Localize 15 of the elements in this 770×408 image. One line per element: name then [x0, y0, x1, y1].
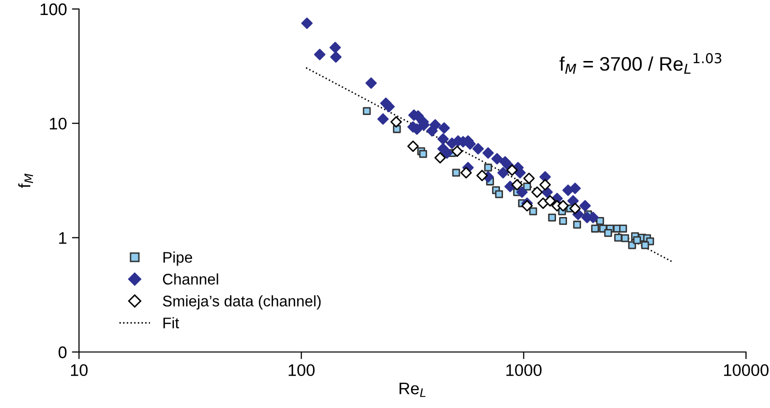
- y-axis-title: f$_{M}$: [18, 174, 34, 188]
- legend-label: Fit: [163, 317, 180, 328]
- x-tick-label: 10000: [724, 364, 769, 376]
- x-tick-label: 100: [288, 364, 315, 376]
- legend-label: Pipe: [163, 252, 192, 266]
- y-tick-label: 100: [40, 3, 67, 16]
- x-tick-label: 1000: [506, 364, 542, 376]
- annotation: f$_{M}$ = 3700 / Re$_{L}$$^{1.03}$: [560, 53, 722, 74]
- legend-label: Smieja’s data (channel): [162, 295, 321, 310]
- y-tick-label: 1: [59, 232, 66, 244]
- legend-label: Channel: [162, 273, 218, 285]
- x-tick-label: 10: [71, 364, 88, 376]
- y-tick-label: 10: [50, 118, 67, 130]
- x-axis-title: Re$_{L}$: [400, 382, 426, 397]
- y-tick-label: 0: [58, 346, 67, 358]
